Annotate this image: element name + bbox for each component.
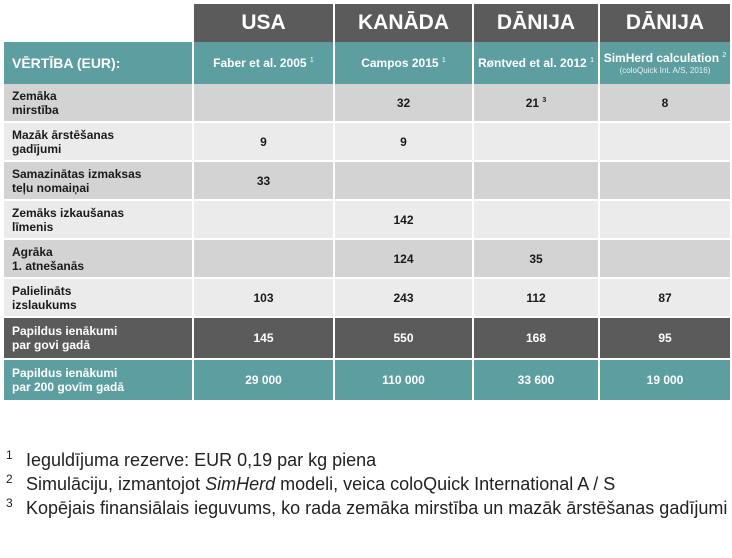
row-label: Mazāk ārstēšanas gadījumi xyxy=(4,123,192,162)
total-cell: 168 xyxy=(472,318,598,360)
comparison-table: USA KANĀDA DĀNIJA DĀNIJA VĒRTĪBA (EUR): … xyxy=(4,4,730,400)
source-simherd: SimHerd calculation 2 (coloQuick Int. A/S… xyxy=(598,42,730,84)
total-cell: 95 xyxy=(598,318,730,360)
country-row: USA KANĀDA DĀNIJA DĀNIJA xyxy=(4,4,730,42)
footnote-text: Kopējais finansiālais ieguvums, ko rada … xyxy=(26,498,728,518)
total-cell: 29 000 xyxy=(192,360,333,400)
value-cell: 124 xyxy=(333,240,472,279)
country-corner xyxy=(4,4,192,42)
value-cell: 35 xyxy=(472,240,598,279)
row-label: Samazinātas izmaksas teļu nomaiņai xyxy=(4,162,192,201)
footnote-2: 2 Simulāciju, izmantojot SimHerd modeli,… xyxy=(6,472,730,496)
footnote-number: 2 xyxy=(6,472,13,486)
value-cell: 142 xyxy=(333,201,472,240)
value-cell xyxy=(192,240,333,279)
total-label: Papildus ienākumi par govi gadā xyxy=(4,318,192,360)
value-cell xyxy=(192,201,333,240)
footnote-text: Ieguldījuma rezerve: EUR 0,19 par kg pie… xyxy=(26,450,377,470)
table-row: Zemāks izkaušanas līmenis 142 xyxy=(4,201,730,240)
source-rontved: Røntved et al. 2012 1 xyxy=(472,42,598,84)
total-cell: 145 xyxy=(192,318,333,360)
value-cell: 112 xyxy=(472,279,598,318)
total-cell: 19 000 xyxy=(598,360,730,400)
value-cell: 103 xyxy=(192,279,333,318)
total-cell: 110 000 xyxy=(333,360,472,400)
value-cell xyxy=(472,201,598,240)
total-label: Papildus ienākumi par 200 govīm gadā xyxy=(4,360,192,400)
footnote-number: 1 xyxy=(6,448,13,462)
value-cell: 32 xyxy=(333,84,472,123)
value-cell: 9 xyxy=(333,123,472,162)
value-cell: 87 xyxy=(598,279,730,318)
value-cell xyxy=(472,123,598,162)
value-cell xyxy=(598,123,730,162)
row-label: Agrāka 1. atnešanās xyxy=(4,240,192,279)
table-row: Mazāk ārstēšanas gadījumi 9 9 xyxy=(4,123,730,162)
value-cell: 9 xyxy=(192,123,333,162)
footnote-number: 3 xyxy=(6,496,13,510)
table-row: Samazinātas izmaksas teļu nomaiņai 33 xyxy=(4,162,730,201)
source-campos: Campos 2015 1 xyxy=(333,42,472,84)
country-usa: USA xyxy=(192,4,333,42)
row-label: Zemāks izkaušanas līmenis xyxy=(4,201,192,240)
value-cell xyxy=(333,162,472,201)
value-cell: 21 3 xyxy=(472,84,598,123)
source-faber: Faber et al. 2005 1 xyxy=(192,42,333,84)
value-cell: 33 xyxy=(192,162,333,201)
footnote-3: 3 Kopējais finansiālais ieguvums, ko rad… xyxy=(6,496,730,520)
value-cell xyxy=(472,162,598,201)
value-cell xyxy=(598,201,730,240)
table-row: Agrāka 1. atnešanās 124 35 xyxy=(4,240,730,279)
table-row: Palielināts izslaukums 103 243 112 87 xyxy=(4,279,730,318)
value-label: VĒRTĪBA (EUR): xyxy=(4,42,192,84)
country-canada: KANĀDA xyxy=(333,4,472,42)
country-denmark-2: DĀNIJA xyxy=(598,4,730,42)
row-label: Zemāka mirstība xyxy=(4,84,192,123)
row-label: Palielināts izslaukums xyxy=(4,279,192,318)
footnotes: 1 Ieguldījuma rezerve: EUR 0,19 par kg p… xyxy=(6,448,730,520)
value-cell: 8 xyxy=(598,84,730,123)
total-row-per-cow: Papildus ienākumi par govi gadā 145 550 1… xyxy=(4,318,730,360)
total-cell: 550 xyxy=(333,318,472,360)
value-cell xyxy=(598,240,730,279)
footnote-1: 1 Ieguldījuma rezerve: EUR 0,19 par kg p… xyxy=(6,448,730,472)
value-cell xyxy=(598,162,730,201)
total-row-per-200-cows: Papildus ienākumi par 200 govīm gadā 29 0… xyxy=(4,360,730,400)
value-cell xyxy=(192,84,333,123)
header-row: VĒRTĪBA (EUR): Faber et al. 2005 1 Campo… xyxy=(4,42,730,84)
country-denmark-1: DĀNIJA xyxy=(472,4,598,42)
total-cell: 33 600 xyxy=(472,360,598,400)
value-cell: 243 xyxy=(333,279,472,318)
footnote-text: Simulāciju, izmantojot SimHerd modeli, v… xyxy=(26,474,616,494)
